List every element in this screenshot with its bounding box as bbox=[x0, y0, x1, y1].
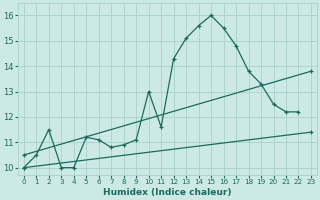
X-axis label: Humidex (Indice chaleur): Humidex (Indice chaleur) bbox=[103, 188, 232, 197]
